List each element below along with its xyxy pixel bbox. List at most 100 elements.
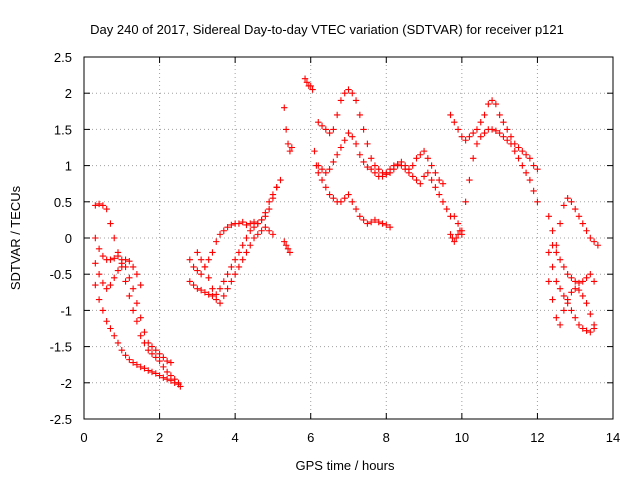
data-point [224, 285, 231, 292]
data-point [409, 173, 416, 180]
data-point [318, 122, 326, 129]
data-point [530, 162, 537, 169]
data-point [186, 256, 193, 263]
data-point [360, 216, 367, 224]
data-point [549, 296, 556, 303]
data-point [424, 169, 432, 177]
data-point [326, 129, 333, 137]
data-point [341, 90, 348, 97]
data-point [318, 166, 326, 173]
data-point [504, 137, 511, 144]
data-point [500, 118, 507, 126]
data-point [383, 169, 390, 177]
data-point [239, 256, 246, 263]
data-point [526, 155, 534, 162]
data-point [341, 137, 348, 144]
x-tick-label: 8 [383, 430, 390, 445]
data-point [452, 234, 460, 242]
data-point [273, 184, 280, 191]
data-point [194, 249, 201, 256]
data-point [322, 126, 330, 133]
data-point [507, 133, 515, 140]
data-point [167, 359, 175, 366]
data-point [579, 292, 586, 300]
data-point [118, 260, 125, 267]
data-point [247, 227, 254, 234]
data-point [209, 249, 216, 256]
data-point [469, 155, 477, 162]
data-point [111, 332, 118, 339]
series-arc-o [447, 227, 466, 245]
data-point [137, 314, 144, 321]
data-point [488, 126, 496, 133]
data-point [545, 249, 552, 256]
data-point [575, 321, 583, 329]
data-point [239, 242, 246, 249]
data-point [152, 347, 159, 354]
data-point [394, 160, 401, 168]
data-point [107, 325, 114, 332]
data-point [118, 347, 125, 354]
data-point [564, 271, 571, 278]
data-point [216, 285, 224, 292]
data-point [526, 176, 534, 184]
data-point [277, 176, 284, 184]
data-point [148, 350, 156, 358]
data-point [587, 310, 594, 318]
data-point [356, 111, 364, 119]
data-point [114, 267, 122, 274]
data-point [284, 245, 292, 253]
series-arc-q [545, 249, 598, 336]
data-point [326, 191, 333, 198]
data-point [265, 198, 273, 205]
data-point [129, 307, 137, 314]
data-point [122, 278, 129, 285]
data-point [345, 191, 352, 198]
data-point [201, 289, 209, 296]
y-axis-label: SDTVAR / TECUs [8, 185, 23, 290]
data-point [243, 221, 250, 229]
data-point [258, 227, 265, 234]
data-point [194, 267, 201, 274]
data-point [466, 176, 473, 184]
data-point [549, 242, 556, 249]
series-arc-j [301, 75, 394, 231]
data-point [352, 205, 360, 213]
data-point [405, 169, 413, 177]
data-point [216, 299, 224, 307]
series-arc-r [545, 278, 598, 329]
y-tick-label: -1 [60, 303, 72, 318]
data-point [95, 296, 103, 303]
data-point [330, 158, 337, 166]
data-point [129, 359, 137, 366]
data-point [456, 227, 464, 234]
data-point [239, 218, 246, 226]
data-point [364, 163, 371, 171]
data-point [122, 256, 129, 263]
data-point [575, 213, 583, 220]
data-point [92, 260, 99, 267]
data-point [224, 271, 231, 278]
data-point [145, 339, 152, 347]
series-arc-i [281, 238, 294, 256]
data-point [163, 368, 171, 376]
data-point [515, 155, 522, 162]
data-point [590, 321, 598, 329]
data-point [534, 198, 541, 205]
data-point [171, 379, 178, 386]
y-tick-label: 2 [65, 86, 72, 101]
data-point [504, 126, 511, 133]
data-point [560, 263, 568, 271]
data-point [349, 133, 356, 140]
data-point [568, 198, 575, 205]
data-point [322, 184, 330, 191]
data-point [152, 354, 159, 361]
data-point [349, 90, 356, 97]
data-point [553, 249, 560, 256]
data-point [590, 278, 598, 285]
data-point [262, 223, 269, 231]
data-point [367, 155, 375, 162]
data-point [583, 274, 590, 282]
data-point [390, 162, 398, 169]
data-point [364, 140, 371, 148]
